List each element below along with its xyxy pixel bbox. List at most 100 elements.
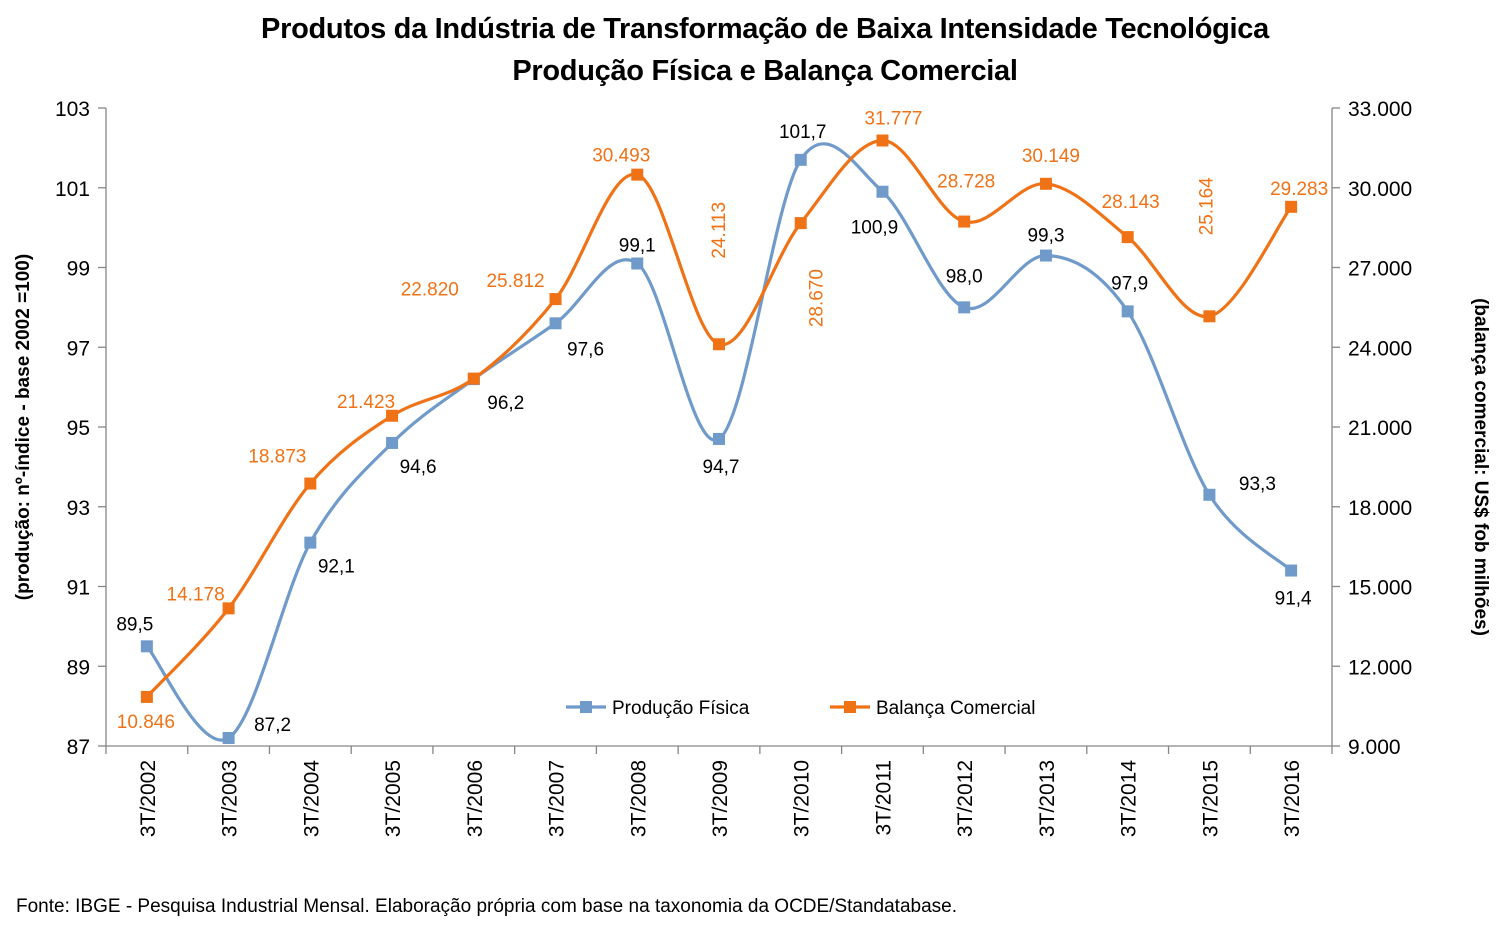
data-label-producao-fisica: 91,4 (1275, 589, 1312, 610)
left-axis-title: (produção: nº-índice - base 2002 =100) (13, 254, 34, 600)
data-point-producao-fisica (549, 317, 562, 330)
data-label-producao-fisica: 87,2 (254, 715, 291, 736)
x-axis-category-label: 3T/2004 (300, 760, 323, 837)
data-point-balanca-comercial (794, 217, 807, 230)
data-label-producao-fisica: 89,5 (116, 614, 153, 635)
left-axis-tick-label: 87 (67, 736, 90, 759)
left-axis-tick-label: 99 (67, 258, 90, 281)
data-point-balanca-comercial (1203, 310, 1216, 323)
left-axis-tick-label: 89 (67, 656, 90, 679)
data-label-balanca-comercial: 18.873 (248, 447, 306, 468)
data-point-producao-fisica (1121, 305, 1134, 318)
data-label-balanca-comercial: 29.283 (1270, 179, 1328, 200)
right-axis-tick-label: 27.000 (1348, 258, 1412, 281)
left-axis-tick-label: 103 (55, 98, 90, 121)
data-point-producao-fisica (386, 436, 399, 449)
data-label-producao-fisica: 97,9 (1111, 273, 1148, 294)
right-axis-tick-label: 24.000 (1348, 337, 1412, 360)
right-axis-tick-label: 18.000 (1348, 497, 1412, 520)
data-label-balanca-comercial: 21.423 (337, 392, 395, 413)
data-point-balanca-comercial (222, 602, 235, 615)
data-label-balanca-comercial: 24.113 (709, 202, 730, 259)
data-label-producao-fisica: 100,9 (851, 218, 899, 239)
data-label-balanca-comercial: 22.820 (401, 280, 459, 301)
data-point-balanca-comercial (1039, 177, 1052, 190)
data-label-producao-fisica: 92,1 (318, 557, 355, 578)
data-label-balanca-comercial: 28.143 (1102, 192, 1160, 213)
data-point-producao-fisica (794, 153, 807, 166)
data-label-balanca-comercial: 30.493 (592, 146, 650, 167)
x-axis-category-label: 3T/2006 (464, 760, 487, 837)
legend: Produção Física Balança Comercial (566, 698, 1035, 719)
data-point-balanca-comercial (467, 372, 480, 385)
data-point-producao-fisica (140, 640, 153, 653)
x-axis-category-label: 3T/2007 (546, 760, 569, 837)
chart-subtitle: Produção Física e Balança Comercial (512, 55, 1018, 87)
data-label-producao-fisica: 94,6 (400, 457, 437, 478)
data-label-balanca-comercial: 30.149 (1022, 146, 1080, 167)
right-axis-tick-label: 9.000 (1348, 736, 1401, 759)
source-note: Fonte: IBGE - Pesquisa Industrial Mensal… (16, 896, 958, 917)
data-point-balanca-comercial (386, 409, 399, 422)
legend-label-balanca-comercial: Balança Comercial (876, 698, 1035, 719)
data-label-balanca-comercial: 14.178 (167, 584, 225, 605)
data-point-balanca-comercial (958, 215, 971, 228)
data-point-balanca-comercial (713, 338, 725, 351)
left-axis-tick-label: 95 (67, 417, 90, 440)
data-label-producao-fisica: 97,6 (567, 339, 604, 360)
right-axis-tick-label: 12.000 (1348, 656, 1412, 679)
data-point-producao-fisica (1285, 564, 1298, 577)
x-axis-category-label: 3T/2008 (627, 760, 650, 837)
data-label-producao-fisica: 99,1 (619, 236, 656, 257)
data-label-balanca-comercial: 28.728 (937, 172, 995, 193)
data-label-balanca-comercial: 10.846 (117, 712, 175, 733)
data-label-producao-fisica: 96,2 (487, 393, 524, 414)
data-label-balanca-comercial: 25.164 (1196, 177, 1217, 236)
data-point-producao-fisica (631, 257, 644, 270)
data-point-balanca-comercial (876, 134, 889, 147)
right-axis-tick-label: 30.000 (1348, 178, 1412, 201)
chart-axes: 87 89 91 93 95 97 99 101 103 9.000 12.000 15.000 18.… (55, 98, 1412, 837)
data-label-balanca-comercial: 28.670 (807, 269, 828, 327)
data-label-producao-fisica: 101,7 (779, 122, 827, 143)
x-axis-category-label: 3T/2016 (1281, 760, 1304, 837)
x-axis-category-label: 3T/2010 (791, 760, 814, 837)
data-point-producao-fisica (876, 185, 889, 198)
data-label-producao-fisica: 99,3 (1027, 226, 1064, 247)
legend-marker-balanca-comercial (844, 701, 856, 713)
data-label-balanca-comercial: 25.812 (486, 271, 544, 292)
x-axis-category-label: 3T/2009 (709, 760, 732, 837)
x-axis-category-label: 3T/2015 (1199, 760, 1222, 837)
data-point-producao-fisica (1039, 249, 1052, 262)
legend-label-producao-fisica: Produção Física (612, 698, 750, 719)
left-axis-tick-label: 93 (67, 497, 90, 520)
legend-marker-producao-fisica (580, 701, 592, 713)
data-point-balanca-comercial (631, 168, 644, 181)
right-axis-tick-label: 33.000 (1348, 98, 1412, 121)
right-axis-tick-label: 21.000 (1348, 417, 1412, 440)
x-axis-category-label: 3T/2013 (1036, 760, 1059, 837)
right-axis-tick-label: 15.000 (1348, 577, 1412, 600)
left-axis-tick-label: 91 (67, 577, 90, 600)
left-axis-tick-label: 101 (55, 178, 90, 201)
x-axis-category-label: 3T/2005 (382, 760, 405, 837)
data-point-producao-fisica (304, 536, 317, 549)
left-axis-tick-label: 97 (67, 337, 90, 360)
right-axis-title: (balança comercial: US$ fob milhões) (1470, 298, 1491, 636)
x-axis-category-label: 3T/2011 (872, 760, 895, 836)
data-label-producao-fisica: 93,3 (1239, 474, 1276, 495)
data-point-balanca-comercial (1285, 200, 1298, 213)
data-point-balanca-comercial (1121, 231, 1134, 244)
data-label-balanca-comercial: 31.777 (864, 109, 922, 130)
data-point-balanca-comercial (140, 690, 153, 703)
chart-title-line1: Produtos da Indústria de Transformação d… (261, 13, 1269, 45)
data-point-producao-fisica (1203, 488, 1216, 501)
chart-title: Produtos da Indústria de Transformação d… (0, 8, 1500, 92)
data-point-producao-fisica (958, 301, 971, 314)
data-label-producao-fisica: 98,0 (946, 266, 983, 287)
x-axis-category-label: 3T/2014 (1118, 760, 1141, 837)
x-axis-category-label: 3T/2012 (954, 760, 977, 837)
data-point-balanca-comercial (549, 293, 562, 306)
data-point-producao-fisica (222, 732, 235, 745)
